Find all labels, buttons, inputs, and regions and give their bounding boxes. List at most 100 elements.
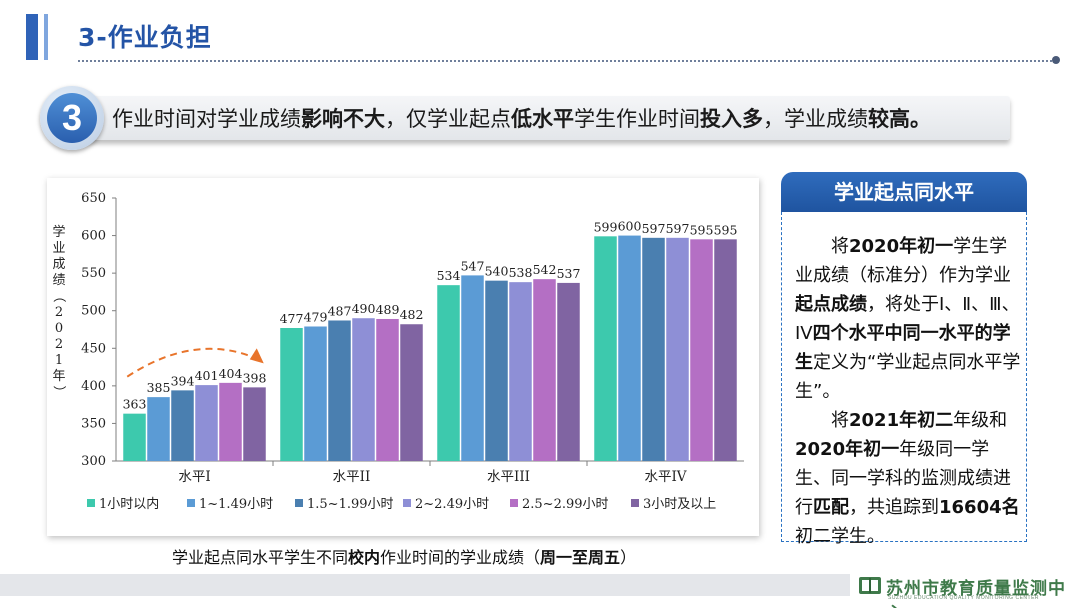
org-name: 苏州市教育质量监测中心 — [886, 579, 1066, 608]
sidebar-p2-segment: 2020年初一 — [795, 439, 900, 460]
sidebar-p2-segment: ，共追踪到 — [849, 497, 939, 518]
legend-swatch — [631, 499, 639, 507]
bar-0-0 — [123, 413, 146, 461]
data-label: 490 — [352, 301, 376, 316]
legend-swatch — [403, 499, 411, 507]
data-label: 597 — [666, 221, 690, 236]
sidebar-p2-segment: 年级和 — [953, 410, 1008, 431]
y-axis-label-char: 2 — [55, 337, 63, 352]
legend-label: 2~2.49小时 — [415, 497, 489, 512]
y-axis-label-char: 2 — [55, 305, 63, 320]
y-tick-label: 650 — [81, 191, 106, 206]
legend-swatch — [510, 499, 518, 507]
legend-swatch — [187, 499, 195, 507]
data-label: 487 — [328, 303, 352, 318]
sidebar-p1-segment: 学生学业成绩（标准分）作为学业 — [795, 236, 1011, 286]
legend-label: 1~1.49小时 — [199, 497, 273, 512]
data-label: 398 — [243, 370, 267, 385]
sidebar-box — [781, 212, 1027, 542]
sidebar-p1-segment: 定义为“学业起点同水平学生”。 — [795, 352, 1021, 402]
data-label: 363 — [123, 397, 147, 412]
legend-swatch — [87, 499, 95, 507]
bar-1-5 — [400, 324, 423, 461]
bar-3-1 — [618, 235, 641, 461]
sidebar-p2-segment: 年级同一学生、同一学科的监测成绩进行 — [795, 439, 1011, 518]
y-axis-label-char: ） — [51, 385, 66, 398]
y-tick-label: 600 — [81, 229, 106, 244]
banner-text-segment: ，学业成绩 — [763, 107, 868, 131]
bar-2-3 — [509, 282, 532, 461]
bar-2-1 — [461, 275, 484, 461]
banner-text-segment: 学生作业时间 — [574, 107, 700, 131]
bar-1-4 — [376, 318, 399, 461]
header-accent-bar-thin — [44, 14, 48, 60]
y-tick-label: 500 — [81, 304, 106, 319]
caption-segment: 作业时间的学业成绩（ — [380, 548, 541, 567]
chart-caption: 学业起点同水平学生不同校内作业时间的学业成绩（周一至周五） — [172, 544, 636, 568]
data-label: 534 — [437, 268, 461, 283]
bar-0-3 — [195, 385, 218, 461]
header-divider-dot — [1052, 56, 1060, 64]
book-logo-icon — [859, 577, 881, 594]
banner-text-segment: 低水平 — [511, 107, 574, 131]
bar-2-2 — [485, 280, 508, 461]
sidebar-p2-segment: 16604名 — [939, 497, 1020, 518]
y-tick-label: 550 — [81, 266, 106, 281]
y-axis-label-char: 年 — [52, 369, 65, 384]
y-tick-label: 350 — [81, 416, 106, 431]
data-label: 597 — [642, 221, 666, 236]
sidebar-p2-segment: 匹配 — [813, 497, 849, 518]
caption-segment: 学业起点同水平学生不同 — [172, 548, 349, 567]
bar-2-0 — [437, 285, 460, 461]
data-label: 537 — [557, 266, 581, 281]
data-label: 489 — [376, 302, 400, 317]
y-tick-label: 450 — [81, 341, 106, 356]
x-tick-label: 水平III — [487, 469, 530, 485]
bar-2-5 — [557, 282, 580, 461]
data-label: 385 — [147, 380, 171, 395]
bar-0-4 — [219, 382, 242, 461]
bar-3-4 — [690, 239, 713, 461]
caption-segment: 校内 — [348, 548, 381, 567]
data-label: 547 — [461, 258, 485, 273]
y-axis-label-char: 0 — [55, 321, 63, 336]
data-label: 542 — [533, 262, 557, 277]
key-finding-banner — [70, 96, 1010, 140]
data-label: 394 — [171, 373, 195, 388]
sidebar-paragraph-1: 将2020年初一学生学业成绩（标准分）作为学业起点成绩，将处于Ⅰ、Ⅱ、Ⅲ、ⅠV四… — [795, 232, 1021, 406]
org-name-en: SUZHOU EDUCATION QUALITY MONITORING CENT… — [888, 595, 1040, 601]
y-axis-label-char: 绩 — [52, 273, 65, 288]
sidebar-p2-segment: 将 — [831, 410, 849, 431]
legend-label: 3小时及以上 — [643, 497, 716, 512]
bar-1-3 — [352, 318, 375, 461]
bar-1-2 — [328, 320, 351, 461]
trend-arrow-head — [249, 348, 264, 364]
sidebar-p1-segment: 2020年初一 — [849, 236, 954, 257]
page-title: 3-作业负担 — [78, 23, 212, 52]
y-axis-label-char: 成 — [52, 257, 65, 272]
bar-0-1 — [147, 397, 170, 461]
header-accent-bar — [26, 14, 38, 60]
sidebar-p2-segment: 初二学生。 — [795, 526, 885, 547]
banner-text-segment: 较高。 — [868, 107, 931, 131]
bar-3-5 — [714, 239, 737, 461]
y-tick-label: 400 — [81, 379, 106, 394]
sidebar-paragraph-2: 将2021年初二年级和 2020年初一年级同一学生、同一学科的监测成绩进行匹配，共… — [795, 406, 1021, 551]
data-label: 600 — [618, 219, 642, 234]
banner-text-segment: 作业时间对学业成绩 — [112, 107, 301, 131]
data-label: 595 — [690, 222, 714, 237]
banner-text-segment: 影响不大 — [301, 107, 385, 131]
number-badge: 3 — [47, 93, 97, 143]
y-axis-label-char: （ — [51, 289, 66, 302]
sidebar-p1-segment: 将 — [831, 236, 849, 257]
bar-3-3 — [666, 237, 689, 461]
bar-1-1 — [304, 326, 327, 461]
data-label: 482 — [400, 307, 424, 322]
bar-chart: 300350400450500550600650学业成绩（2021年）36338… — [51, 191, 744, 512]
sidebar-p1-segment: ，将处于Ⅰ、Ⅱ、Ⅲ、ⅠV — [795, 294, 1020, 344]
y-axis-label-char: 业 — [52, 241, 65, 256]
data-label: 599 — [594, 219, 618, 234]
sidebar-p2-segment: 2021年初二 — [849, 410, 954, 431]
bar-2-4 — [533, 279, 556, 461]
trend-arrow — [126, 347, 255, 378]
